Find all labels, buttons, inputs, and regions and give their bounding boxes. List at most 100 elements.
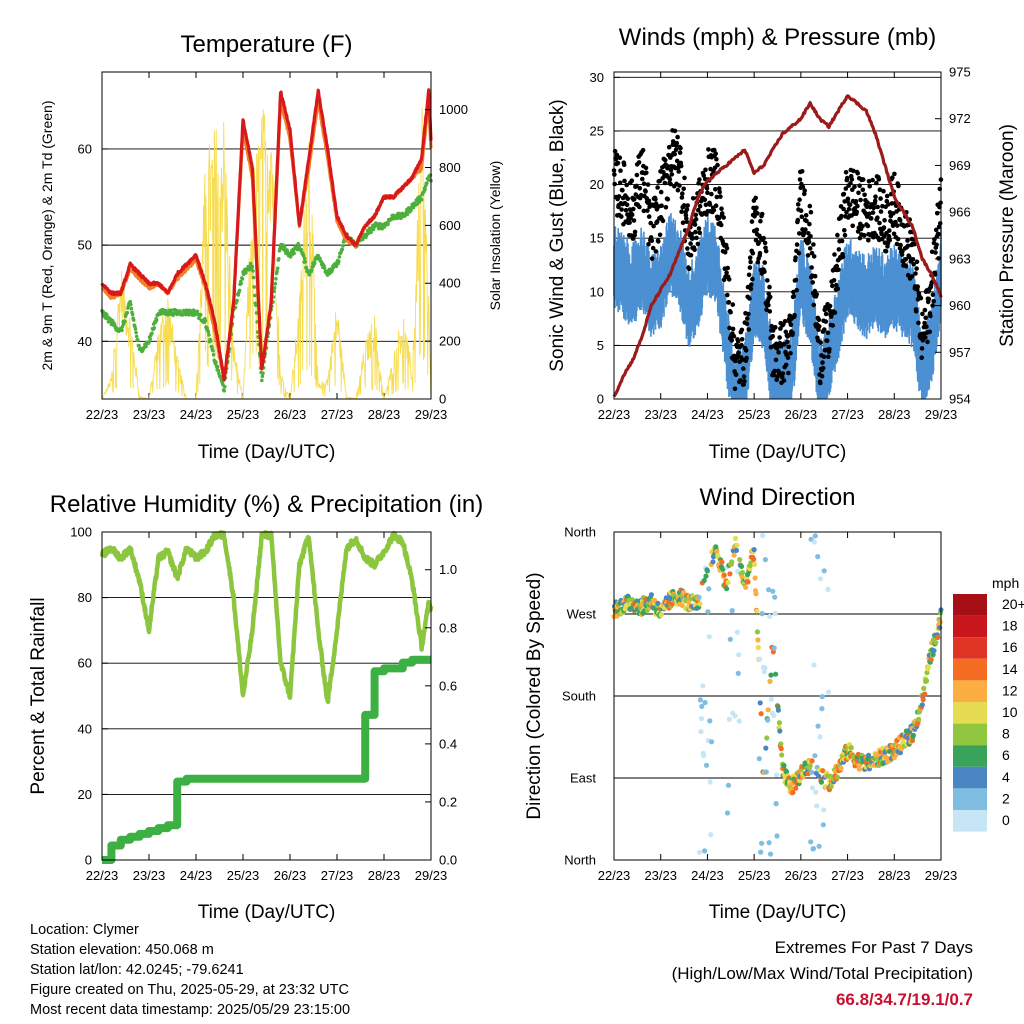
gust-point: [856, 190, 861, 196]
direction-point: [817, 734, 823, 740]
gust-point: [693, 229, 698, 235]
direction-point: [697, 601, 703, 607]
gust-point: [774, 346, 780, 351]
dewpoint-point: [206, 330, 211, 334]
dewpoint-point: [239, 281, 243, 286]
gust-point: [802, 188, 807, 193]
gust-point: [693, 212, 698, 218]
gust-point: [807, 246, 813, 251]
direction-point: [778, 741, 784, 747]
gust-point: [711, 207, 717, 213]
gust-point: [831, 278, 837, 283]
direction-point: [931, 648, 937, 654]
gust-point: [907, 254, 912, 260]
gust-point: [875, 204, 880, 210]
gust-point: [812, 273, 818, 279]
gust-point: [653, 249, 659, 254]
dewpoint-point: [147, 340, 151, 344]
y-tick-label: 50: [78, 238, 92, 253]
gust-point: [797, 197, 802, 202]
direction-point: [924, 670, 930, 676]
gust-point: [758, 218, 763, 224]
direction-point: [764, 735, 770, 741]
gust-point: [675, 134, 680, 140]
gust-point: [795, 202, 801, 207]
chart-1: Temperature (F) Time (Day/UTC) 2m & 9m T (…: [39, 31, 503, 463]
x-tick-label: 27/23: [321, 407, 354, 422]
direction-point: [770, 649, 776, 655]
gust-point: [830, 283, 835, 289]
gust-point: [743, 348, 749, 353]
gust-point: [894, 241, 900, 247]
gust-point: [919, 355, 924, 361]
gust-point: [823, 311, 829, 317]
dewpoint-point: [136, 338, 140, 342]
gust-point: [666, 144, 672, 150]
direction-point: [731, 552, 737, 558]
legend-swatch: [953, 702, 987, 724]
direction-point: [774, 833, 780, 839]
dewpoint-point: [207, 333, 211, 337]
gust-point: [688, 253, 694, 258]
gust-point: [820, 360, 825, 365]
direction-point: [925, 664, 932, 670]
dewpoint-point: [301, 253, 306, 258]
legend-title: mph: [992, 575, 1019, 591]
dewpoint-point: [334, 264, 339, 269]
gust-point: [672, 128, 678, 134]
direction-point: [696, 849, 703, 855]
x-tick-label: 24/23: [691, 407, 724, 422]
direction-point: [928, 656, 934, 663]
created-text: Figure created on Thu, 2025-05-29, at 23…: [30, 982, 349, 998]
dewpoint-point: [337, 259, 341, 264]
direction-point: [755, 645, 761, 651]
dewpoint-point: [223, 384, 227, 389]
gust-point: [811, 302, 817, 308]
gust-point: [755, 259, 761, 265]
chart-title: Wind Direction: [699, 484, 855, 511]
gust-point: [739, 327, 745, 333]
dewpoint-point: [312, 261, 317, 266]
dewpoint-point: [137, 343, 141, 348]
gust-point: [746, 272, 752, 278]
dewpoint-point: [423, 187, 427, 192]
dewpoint-point: [405, 212, 410, 216]
direction-point: [735, 670, 741, 677]
y-tick-label-right: 0.8: [439, 620, 457, 635]
direction-point: [751, 547, 757, 553]
gust-point: [646, 241, 651, 247]
direction-point: [745, 579, 751, 585]
gust-point: [739, 342, 744, 348]
gust-point: [659, 203, 664, 208]
x-tick-label: 26/23: [785, 407, 818, 422]
direction-point: [810, 846, 817, 852]
direction-point: [759, 611, 765, 617]
gust-point: [618, 168, 623, 173]
y-tick-label-right: 0.0: [439, 853, 457, 868]
x-tick-label: 25/23: [738, 407, 771, 422]
gust-point: [890, 175, 895, 180]
gust-point: [654, 219, 660, 224]
gust-point: [693, 217, 699, 222]
gust-point: [881, 188, 886, 194]
gust-point: [755, 211, 760, 216]
dewpoint-point: [215, 364, 220, 369]
y-tick-label: 20: [78, 787, 92, 802]
gust-point: [641, 208, 647, 214]
direction-point: [933, 640, 939, 646]
gust-point: [624, 202, 630, 208]
gust-point: [805, 253, 811, 258]
direction-point: [760, 532, 766, 539]
gust-point: [688, 241, 693, 246]
gust-point: [703, 202, 709, 208]
direction-point: [796, 777, 803, 784]
direction-point: [783, 769, 790, 775]
gust-point: [920, 311, 925, 317]
gust-point: [750, 250, 756, 256]
gust-point: [754, 205, 759, 211]
gust-point: [721, 215, 726, 220]
y-tick-label: 20: [590, 177, 604, 192]
dewpoint-point: [208, 339, 213, 343]
direction-point: [773, 671, 779, 677]
gust-point: [653, 201, 659, 206]
